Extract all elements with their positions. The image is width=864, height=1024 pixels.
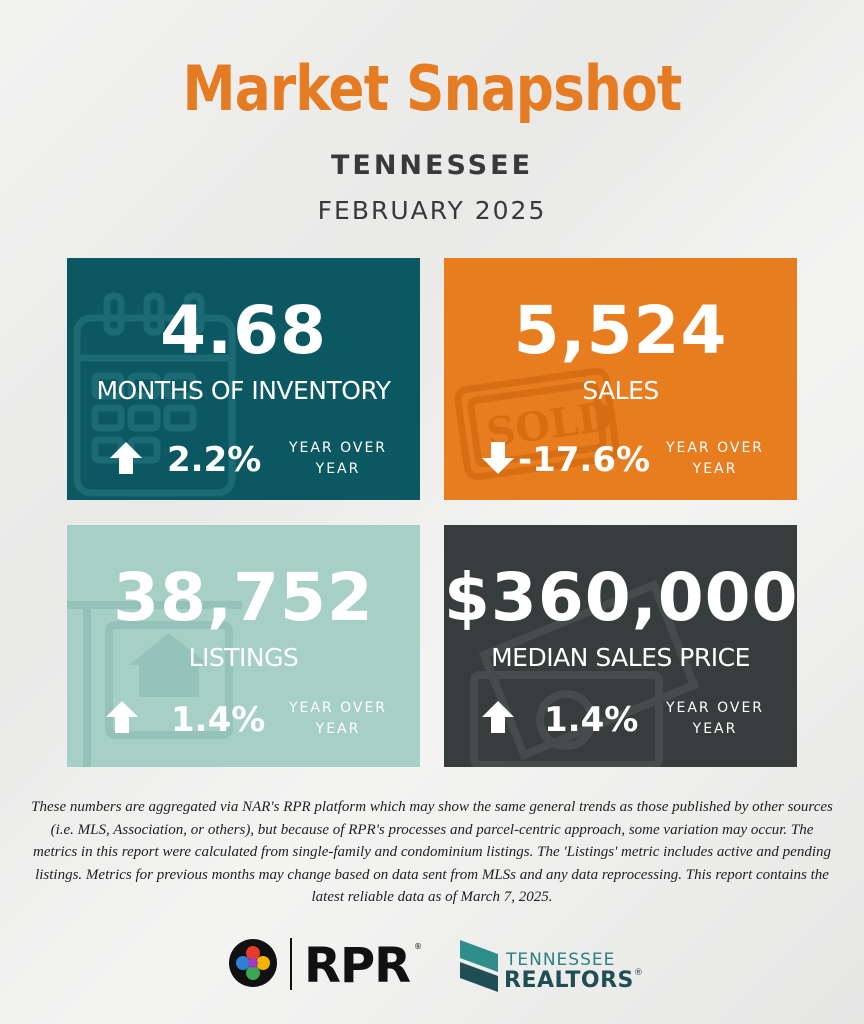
inventory-value: 4.68: [160, 292, 327, 369]
realtors-word: REALTORS: [504, 968, 634, 993]
tennessee-realtors-top-text: TENNESSEE: [506, 950, 616, 970]
card-listings: 38,752 LISTINGS 1.4% YEAR OVER YEAR: [67, 525, 420, 767]
card-median-sales-price: $360,000 MEDIAN SALES PRICE 1.4% YEAR OV…: [444, 525, 797, 767]
tennessee-realtors-logo-icon: [460, 940, 498, 992]
inventory-change: 2.2%: [167, 440, 262, 480]
house-sign-icon: [67, 601, 242, 767]
realtors-registered-mark: ®: [633, 968, 644, 978]
card-sales: SOLD 5,524 SALES -17.6% YEAR OVER YEAR: [444, 258, 797, 500]
listings-yoy-label: YEAR OVER YEAR: [288, 700, 388, 737]
sales-label: SALES: [582, 376, 659, 405]
inventory-label: MONTHS OF INVENTORY: [96, 376, 391, 405]
disclaimer-text: These numbers are aggregated via NAR's R…: [31, 799, 833, 905]
listings-label: LISTINGS: [188, 643, 299, 672]
median-price-value: $360,000: [444, 559, 797, 636]
listings-change: 1.4%: [171, 700, 266, 740]
arrow-up-icon: [482, 701, 514, 733]
listings-value: 38,752: [113, 559, 374, 636]
dollar-bills-icon: [470, 579, 700, 767]
sold-stamp-icon: SOLD: [454, 367, 620, 481]
rpr-registered-mark: ®: [414, 942, 422, 951]
logo-divider: [290, 938, 292, 990]
period-subtitle: FEBRUARY 2025: [317, 196, 547, 225]
footer-logos: RPR ® TENNESSEE REALTORS®: [0, 930, 864, 1000]
median-price-label: MEDIAN SALES PRICE: [491, 643, 750, 672]
rpr-logo-text: RPR: [304, 938, 411, 994]
card-months-of-inventory: 4.68 MONTHS OF INVENTORY 2.2% YEAR OVER Y…: [67, 258, 420, 500]
sales-yoy-label: YEAR OVER YEAR: [665, 440, 765, 477]
arrow-up-icon: [106, 701, 138, 733]
state-subtitle: TENNESSEE: [330, 150, 534, 181]
rpr-logo-icon: [229, 939, 277, 987]
sales-change: -17.6%: [518, 440, 651, 480]
tennessee-realtors-bottom-text: REALTORS®: [504, 968, 643, 993]
inventory-yoy-label: YEAR OVER YEAR: [288, 440, 388, 477]
page-title: Market Snapshot: [182, 52, 682, 125]
arrow-up-icon: [110, 442, 142, 474]
calendar-icon: [73, 292, 236, 497]
median-price-yoy-label: YEAR OVER YEAR: [665, 700, 765, 737]
median-price-change: 1.4%: [544, 700, 639, 740]
sales-value: 5,524: [513, 292, 728, 369]
arrow-down-icon: [482, 442, 514, 474]
